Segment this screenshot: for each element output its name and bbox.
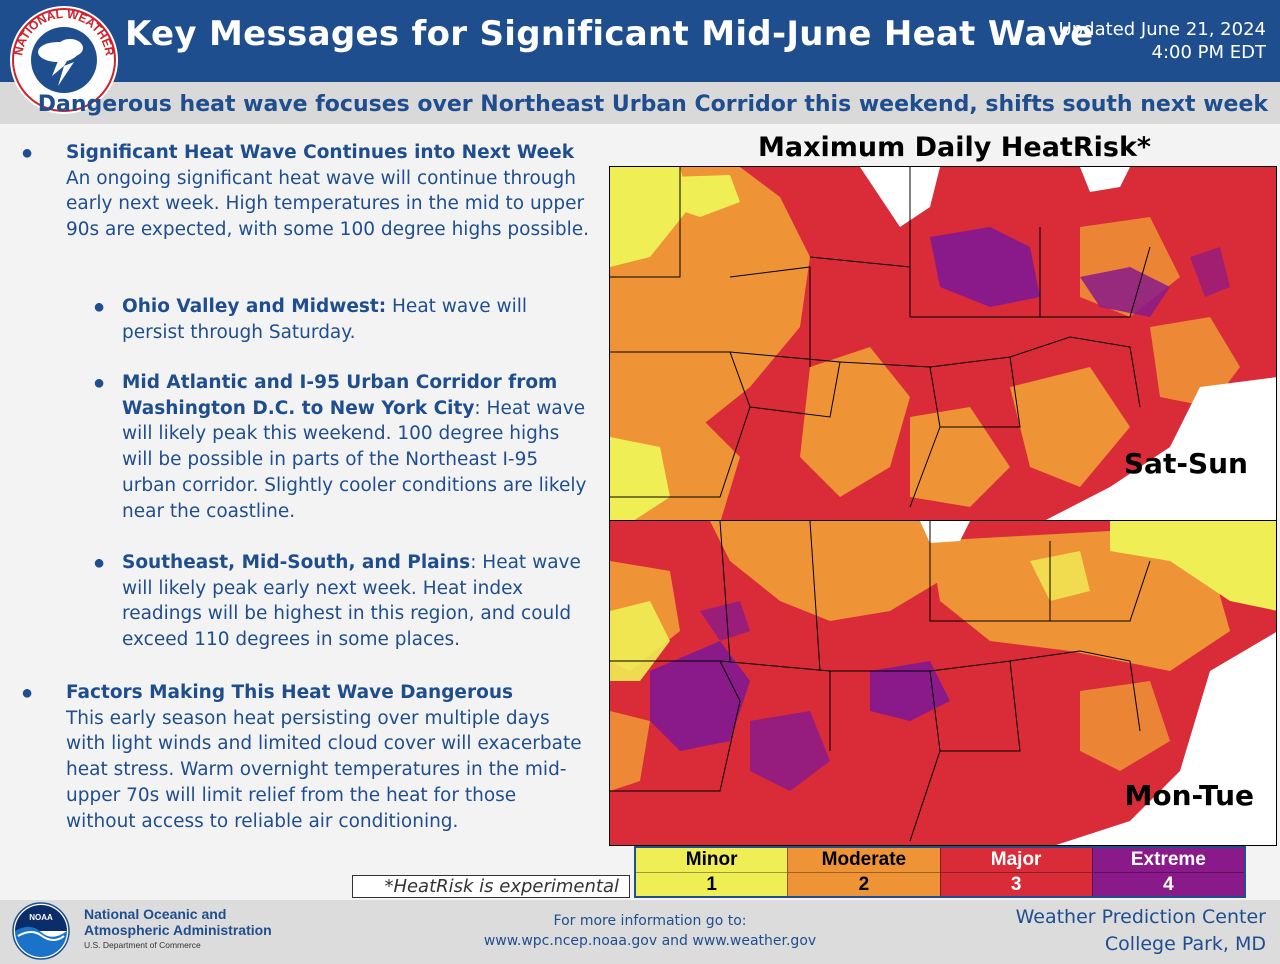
heatrisk-map-mon-tue: Mon-Tue [609, 520, 1277, 846]
noaa-logo: NOAA [12, 902, 70, 960]
message-body: : Heat wave will likely peak early next … [122, 552, 581, 651]
legend-value: 1 [636, 872, 788, 896]
message-body: : Heat wave will likely peak this weeken… [122, 397, 587, 522]
message-factors: Factors Making This Heat Wave Dangerous … [66, 680, 591, 834]
noaa-name-line1: National Oceanic and [84, 906, 227, 922]
legend-value: 2 [788, 872, 940, 896]
legend-label: Moderate [821, 849, 907, 870]
wpc-location: College Park, MD [1104, 933, 1266, 955]
heatrisk-map-sat-sun: Sat-Sun [609, 166, 1277, 522]
bullet-dot: ● [21, 142, 34, 164]
message-southeast: Southeast, Mid-South, and Plains: Heat w… [122, 550, 592, 653]
legend-value: 4 [1092, 872, 1244, 896]
legend-cell-moderate: Moderate 2 [787, 848, 940, 896]
header-bar [0, 0, 1280, 82]
updated-time: 4:00 PM EDT [1151, 42, 1266, 63]
noaa-name-line2: Atmospheric Administration [84, 922, 272, 938]
bullet-dot: ● [93, 296, 106, 318]
panel-label-mon-tue: Mon-Tue [1124, 779, 1255, 812]
message-body: An ongoing significant heat wave will co… [66, 167, 590, 241]
legend-value: 3 [940, 872, 1092, 896]
nws-logo: NATIONAL WEATHER SERVICE [8, 4, 118, 114]
message-heading: Southeast, Mid-South, and Plains [122, 552, 471, 573]
message-body: Heat wave will persist through Saturday. [122, 296, 528, 343]
page-subtitle: Dangerous heat wave focuses over Northea… [37, 92, 1268, 117]
legend-cell-major: Major 3 [939, 848, 1092, 896]
info-urls[interactable]: www.wpc.ncep.noaa.gov and www.weather.go… [483, 933, 817, 949]
subtitle-bar [0, 82, 1280, 124]
message-heading: Significant Heat Wave Continues into Nex… [66, 142, 574, 163]
footer-bar [0, 900, 1280, 964]
updated-timestamp: Updated June 21, 2024 4:00 PM EDT [1059, 18, 1266, 64]
legend-label: Minor [685, 849, 738, 870]
wpc-credit: Weather Prediction Center College Park, … [1016, 904, 1266, 958]
experimental-note: *HeatRisk is experimental [352, 875, 630, 898]
map-title: Maximum Daily HeatRisk* [758, 132, 1152, 163]
noaa-name: National Oceanic and Atmospheric Adminis… [84, 906, 272, 938]
message-body: This early season heat persisting over m… [66, 707, 582, 832]
noaa-logo-text: NOAA [29, 913, 53, 922]
bullet-dot: ● [21, 682, 34, 704]
message-ohio-valley: Ohio Valley and Midwest: Heat wave will … [122, 294, 542, 345]
message-heading: Factors Making This Heat Wave Dangerous [66, 682, 513, 703]
info-label: For more information go to: [553, 913, 747, 929]
info-links: For more information go to: www.wpc.ncep… [440, 911, 860, 951]
message-heat-wave-continues: Significant Heat Wave Continues into Nex… [66, 140, 596, 243]
message-heading: Ohio Valley and Midwest: [122, 296, 387, 317]
panel-label-sat-sun: Sat-Sun [1123, 447, 1248, 480]
noaa-department: U.S. Department of Commerce [84, 940, 201, 950]
message-mid-atlantic: Mid Atlantic and I-95 Urban Corridor fro… [122, 370, 592, 524]
page-title: Key Messages for Significant Mid-June He… [125, 14, 1094, 54]
legend-cell-extreme: Extreme 4 [1091, 848, 1244, 896]
bullet-dot: ● [93, 552, 106, 574]
bullet-dot: ● [93, 372, 106, 394]
legend-label: Extreme [1130, 849, 1206, 870]
heatrisk-legend: Minor 1 Moderate 2 Major 3 Extreme 4 [634, 846, 1246, 898]
message-heading: Mid Atlantic and I-95 Urban Corridor fro… [122, 372, 558, 419]
legend-cell-minor: Minor 1 [636, 848, 788, 896]
legend-label: Major [990, 849, 1042, 870]
updated-date: Updated June 21, 2024 [1058, 19, 1266, 40]
wpc-name: Weather Prediction Center [1015, 906, 1266, 928]
